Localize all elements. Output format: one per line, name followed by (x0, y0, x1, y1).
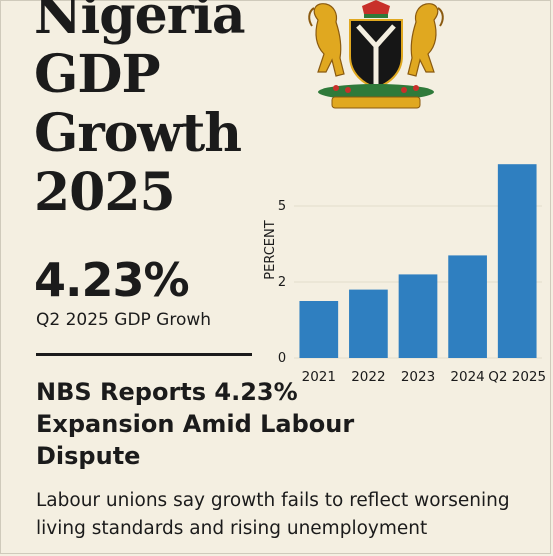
chart-bar (448, 255, 487, 358)
x-tick-label: Q2 2025 (488, 369, 546, 385)
x-tick-label: 2021 (302, 369, 336, 385)
x-tick-label: 2023 (401, 369, 435, 385)
page-title: Nigeria GDP Growth 2025 (34, 0, 284, 222)
y-tick-label: 2 (278, 275, 286, 290)
x-tick-label: 2024 (450, 369, 484, 385)
chart-bar (497, 164, 537, 358)
title-line: GDP (34, 44, 161, 105)
coat-of-arms-icon (308, 0, 444, 109)
y-axis-label: PERCENT (263, 220, 278, 279)
title-line: 2025 (34, 162, 176, 223)
horse-left (308, 3, 345, 77)
x-tick-label: 2022 (351, 369, 385, 385)
y-tick-label: 5 (278, 199, 286, 214)
gdp-growth-caption: Q2 2025 GDP Growh (36, 310, 212, 330)
chart-bar (349, 289, 388, 358)
news-subtext: Labour unions say growth fails to reflec… (36, 490, 510, 539)
news-headline: NBS Reports 4.23% Expansion Amid Labour … (36, 378, 355, 470)
shield (349, 19, 403, 90)
title-line: Nigeria (34, 0, 246, 46)
chart-bar (299, 301, 339, 358)
divider (36, 353, 252, 356)
chart-bar (398, 274, 438, 358)
eagle-crest (362, 0, 390, 18)
title-line: Growth (34, 103, 242, 164)
y-tick-label: 0 (278, 351, 286, 366)
gdp-growth-value: 4.23% (34, 253, 190, 307)
horse-right (407, 3, 444, 77)
emblem-base (318, 84, 434, 109)
